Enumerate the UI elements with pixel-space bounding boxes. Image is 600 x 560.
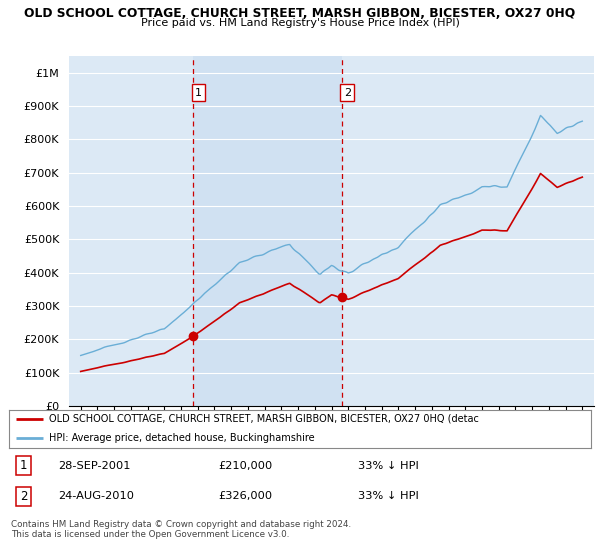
Text: 1: 1 [20,459,28,472]
Text: OLD SCHOOL COTTAGE, CHURCH STREET, MARSH GIBBON, BICESTER, OX27 0HQ (detac: OLD SCHOOL COTTAGE, CHURCH STREET, MARSH… [49,414,478,424]
Text: £210,000: £210,000 [218,460,273,470]
Text: Contains HM Land Registry data © Crown copyright and database right 2024.
This d: Contains HM Land Registry data © Crown c… [11,520,351,539]
Text: 28-SEP-2001: 28-SEP-2001 [58,460,131,470]
Text: 33% ↓ HPI: 33% ↓ HPI [358,491,419,501]
Text: 24-AUG-2010: 24-AUG-2010 [58,491,134,501]
Text: OLD SCHOOL COTTAGE, CHURCH STREET, MARSH GIBBON, BICESTER, OX27 0HQ: OLD SCHOOL COTTAGE, CHURCH STREET, MARSH… [25,7,575,20]
Text: 2: 2 [344,88,351,97]
Text: Price paid vs. HM Land Registry's House Price Index (HPI): Price paid vs. HM Land Registry's House … [140,18,460,29]
Text: 33% ↓ HPI: 33% ↓ HPI [358,460,419,470]
Text: HPI: Average price, detached house, Buckinghamshire: HPI: Average price, detached house, Buck… [49,433,314,444]
Text: £326,000: £326,000 [218,491,272,501]
Text: 1: 1 [195,88,202,97]
Bar [193,56,343,406]
Text: 2: 2 [20,490,28,503]
